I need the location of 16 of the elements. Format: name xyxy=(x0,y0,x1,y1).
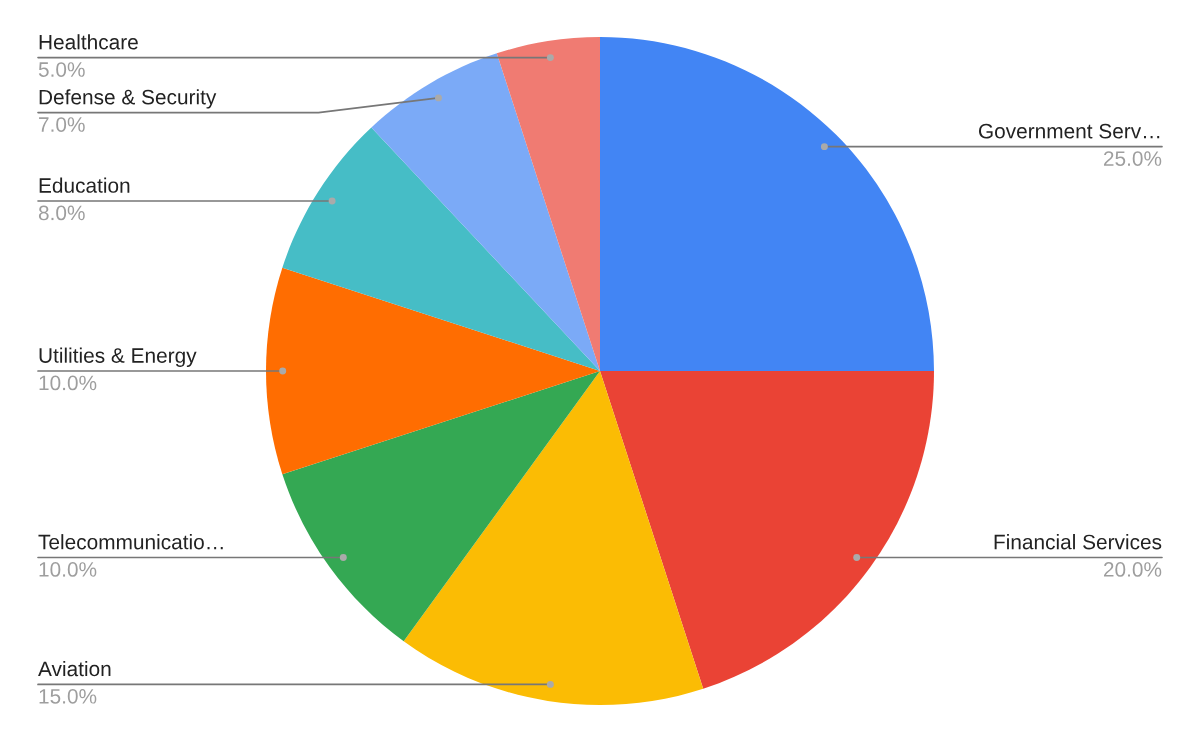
data-label: 8.0% xyxy=(38,205,85,221)
slice-label: Healthcare xyxy=(39,34,138,50)
slice-label: Telecommunicatio… xyxy=(38,534,223,550)
data-label: 25.0% xyxy=(1103,151,1162,166)
data-label: 10.0% xyxy=(39,375,97,391)
data-label: 10.0% xyxy=(39,562,97,577)
slice-label: Defense & Security xyxy=(39,89,217,109)
slice-label: Government Serv… xyxy=(978,123,1160,139)
data-label: 7.0% xyxy=(39,117,85,132)
slice-label: Aviation xyxy=(38,660,111,677)
slice-label: Utilities & Energy xyxy=(39,347,197,367)
slice-label: Financial Services xyxy=(994,534,1162,550)
data-label: 5.0% xyxy=(38,62,85,77)
slice-label: Education xyxy=(39,177,130,193)
data-label: 15.0% xyxy=(39,688,97,704)
data-label: 20.0% xyxy=(1103,562,1162,577)
